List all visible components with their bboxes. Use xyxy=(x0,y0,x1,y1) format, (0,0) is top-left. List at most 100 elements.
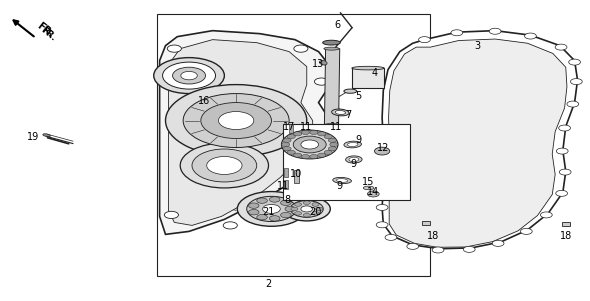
Ellipse shape xyxy=(324,47,339,50)
Circle shape xyxy=(281,142,290,147)
Text: 12: 12 xyxy=(377,142,389,153)
Circle shape xyxy=(287,150,296,154)
Circle shape xyxy=(312,203,319,206)
Bar xyxy=(352,68,385,88)
Circle shape xyxy=(291,207,298,211)
Circle shape xyxy=(163,62,215,89)
Circle shape xyxy=(317,153,326,157)
Circle shape xyxy=(263,204,280,213)
Circle shape xyxy=(559,125,571,131)
Circle shape xyxy=(247,196,296,222)
Circle shape xyxy=(301,154,310,159)
Circle shape xyxy=(283,147,291,151)
Circle shape xyxy=(154,57,224,94)
Circle shape xyxy=(375,147,390,155)
Circle shape xyxy=(571,79,582,85)
Text: 3: 3 xyxy=(474,41,480,51)
Text: 15: 15 xyxy=(362,177,375,187)
Circle shape xyxy=(294,212,301,215)
Circle shape xyxy=(301,140,319,149)
Circle shape xyxy=(555,44,567,50)
Circle shape xyxy=(192,149,257,182)
Circle shape xyxy=(328,147,336,151)
Ellipse shape xyxy=(323,40,340,45)
Circle shape xyxy=(310,130,318,135)
Ellipse shape xyxy=(335,110,346,114)
Ellipse shape xyxy=(344,89,357,93)
Circle shape xyxy=(172,67,205,84)
Circle shape xyxy=(376,204,388,210)
Circle shape xyxy=(419,37,430,43)
Text: 16: 16 xyxy=(198,96,210,106)
Circle shape xyxy=(324,135,332,139)
Circle shape xyxy=(165,211,178,219)
Circle shape xyxy=(166,85,307,157)
Polygon shape xyxy=(382,31,578,249)
Circle shape xyxy=(270,216,280,221)
Ellipse shape xyxy=(344,141,362,148)
Circle shape xyxy=(556,190,568,196)
Circle shape xyxy=(206,157,242,175)
Bar xyxy=(284,169,288,178)
Circle shape xyxy=(248,209,259,215)
Circle shape xyxy=(330,142,338,147)
Polygon shape xyxy=(388,39,567,247)
Circle shape xyxy=(290,200,323,217)
Circle shape xyxy=(223,222,237,229)
Circle shape xyxy=(287,135,296,139)
Circle shape xyxy=(567,101,579,107)
Text: 18: 18 xyxy=(560,231,572,241)
Circle shape xyxy=(376,138,388,144)
Text: FR.: FR. xyxy=(35,21,55,40)
Text: 6: 6 xyxy=(335,20,340,30)
Circle shape xyxy=(303,201,310,204)
Circle shape xyxy=(248,203,259,208)
Bar xyxy=(157,14,430,276)
Circle shape xyxy=(451,30,463,36)
Text: 13: 13 xyxy=(313,59,324,69)
Circle shape xyxy=(312,150,326,157)
Circle shape xyxy=(463,247,475,252)
Circle shape xyxy=(281,130,338,159)
Circle shape xyxy=(181,71,197,80)
Polygon shape xyxy=(169,40,313,225)
Text: 21: 21 xyxy=(263,207,275,217)
Circle shape xyxy=(301,130,310,135)
Circle shape xyxy=(376,162,388,168)
Text: 5: 5 xyxy=(355,91,361,101)
Bar xyxy=(289,123,293,132)
Polygon shape xyxy=(422,221,430,225)
Ellipse shape xyxy=(346,156,362,163)
Circle shape xyxy=(317,132,326,136)
Circle shape xyxy=(556,148,568,154)
Ellipse shape xyxy=(352,66,384,70)
Circle shape xyxy=(324,150,332,154)
Circle shape xyxy=(432,247,444,253)
Text: 11: 11 xyxy=(277,181,289,191)
Circle shape xyxy=(376,183,388,188)
Bar xyxy=(284,181,288,189)
Circle shape xyxy=(270,197,280,202)
Circle shape xyxy=(312,212,319,215)
Ellipse shape xyxy=(333,177,352,184)
Circle shape xyxy=(281,213,291,218)
Circle shape xyxy=(293,136,326,153)
Circle shape xyxy=(525,33,536,39)
Circle shape xyxy=(492,240,504,247)
Circle shape xyxy=(314,78,329,85)
Text: 11: 11 xyxy=(330,122,342,132)
Text: 8: 8 xyxy=(284,195,290,205)
Text: 2: 2 xyxy=(266,279,271,289)
Text: 19: 19 xyxy=(27,132,39,142)
Circle shape xyxy=(218,112,254,129)
Circle shape xyxy=(310,154,318,159)
Polygon shape xyxy=(562,222,571,226)
Circle shape xyxy=(257,198,267,203)
Circle shape xyxy=(180,143,268,188)
Circle shape xyxy=(376,222,388,228)
Circle shape xyxy=(407,244,419,249)
Text: 4: 4 xyxy=(371,68,378,78)
Circle shape xyxy=(294,203,301,206)
Text: 9: 9 xyxy=(351,159,357,169)
Ellipse shape xyxy=(319,61,327,65)
